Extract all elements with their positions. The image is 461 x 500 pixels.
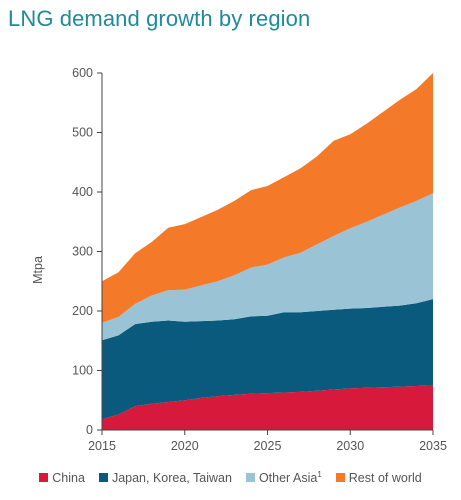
legend-swatch [39,473,49,483]
legend-swatch [245,473,255,483]
y-tick-label: 0 [86,423,93,437]
axes: 0 100 200 300 400 500 600 2015 2020 2025 2030 2035 [72,66,447,453]
legend-footnote-marker: 1 [317,470,322,479]
legend-swatch [98,473,108,483]
y-axis-label: Mtpa [31,256,45,284]
stacked-areas [102,73,433,430]
legend-item: Rest of world [335,470,422,485]
x-tick-label: 2025 [254,439,282,453]
legend: China Japan, Korea, Taiwan Other Asia1 Rest… [0,470,461,485]
legend-item: Japan, Korea, Taiwan [98,470,232,485]
area-series-1 [102,299,433,420]
x-tick-label: 2020 [171,439,199,453]
y-tick-label: 100 [72,364,93,378]
legend-label: Rest of world [348,470,422,485]
legend-item: China [39,470,85,485]
legend-item: Other Asia1 [245,470,322,486]
y-tick-label: 500 [72,126,93,140]
x-tick-label: 2035 [419,439,447,453]
y-tick-label: 300 [72,245,93,259]
legend-swatch [335,473,345,483]
area-series-3 [102,73,433,323]
legend-label: China [52,470,85,485]
chart-title: LNG demand growth by region [8,6,311,31]
y-tick-label: 400 [72,185,93,199]
y-tick-label: 200 [72,304,93,318]
legend-label: Other Asia1 [258,470,322,486]
area-series-2 [102,193,433,341]
y-tick-label: 600 [72,66,93,80]
x-tick-label: 2030 [336,439,364,453]
legend-label: Japan, Korea, Taiwan [111,470,232,485]
area-series-0 [102,385,433,430]
x-tick-label: 2015 [88,439,116,453]
